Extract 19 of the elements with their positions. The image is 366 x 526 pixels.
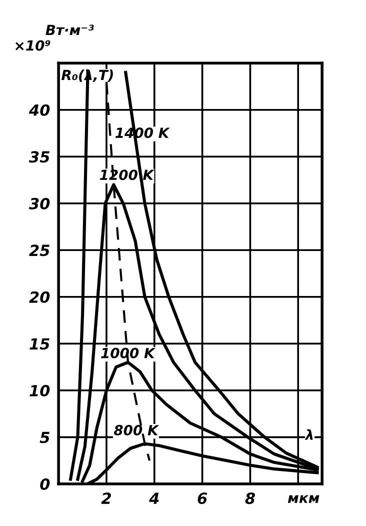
- y-tick-label: 5: [40, 432, 50, 444]
- x-tick-label: 6: [198, 492, 208, 504]
- y-tick-label: 0: [40, 478, 50, 490]
- y-axis-title: Вт·м⁻³: [46, 24, 94, 35]
- series-label: 800 K: [114, 424, 160, 436]
- y-tick-label: 40: [28, 104, 50, 116]
- y-tick-label: 15: [30, 338, 50, 350]
- y-tick-label: 25: [29, 244, 50, 256]
- annotation: λ: [304, 429, 313, 440]
- y-tick-label: 35: [28, 151, 50, 163]
- y-tick-label: 10: [30, 384, 50, 396]
- x-tick-label: 2: [101, 492, 111, 504]
- series-label: 1000 K: [101, 348, 156, 358]
- x-tick-label: 8: [245, 492, 255, 504]
- y-tick-label: 20: [29, 291, 50, 303]
- x-axis-title: мкм: [288, 495, 320, 503]
- x-tick-label: 4: [149, 492, 159, 504]
- y-tick-label: 30: [28, 198, 50, 210]
- text: ×10⁹: [16, 40, 50, 51]
